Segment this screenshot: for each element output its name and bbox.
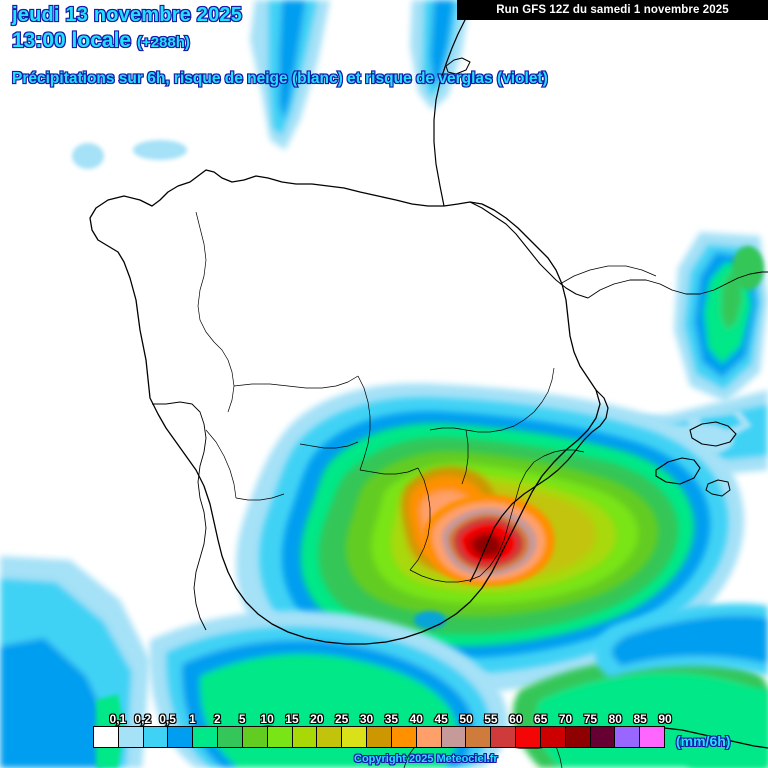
scale-tick-label: 40 <box>409 711 424 727</box>
scale-tick-label: 2 <box>213 711 222 727</box>
scale-tick-label: 45 <box>433 711 448 727</box>
scale-swatch <box>441 727 467 747</box>
scale-tick-label: 90 <box>657 711 672 727</box>
forecast-date-label: jeudi 13 novembre 2025 <box>11 3 243 27</box>
scale-swatch <box>317 727 343 747</box>
scale-tick-label: 35 <box>384 711 399 727</box>
scale-swatch <box>491 727 517 747</box>
scale-tick-label: 15 <box>284 711 299 727</box>
scale-swatch <box>292 727 318 747</box>
scale-tick-label: 25 <box>334 711 349 727</box>
scale-swatch <box>193 727 219 747</box>
scale-tick-label: 20 <box>309 711 324 727</box>
scale-swatch <box>565 727 591 747</box>
scale-swatch <box>391 727 417 747</box>
scale-swatch <box>466 727 492 747</box>
scale-tick-label: 0,1 <box>109 711 128 727</box>
scale-swatch <box>242 727 268 747</box>
scale-tick-label: 75 <box>583 711 598 727</box>
color-scale-bar <box>93 726 665 748</box>
scale-swatch <box>342 727 368 747</box>
scale-swatch <box>540 727 566 747</box>
scale-swatch <box>640 727 665 747</box>
color-scale-tick-labels: 0,1 0,2 0,5 1 2 5 10 15 20 25 30 35 40 45 50 55 60 65 70 75… <box>93 711 673 727</box>
scale-tick-label: 55 <box>483 711 498 727</box>
forecast-time-label: 13:00 locale (+288h) <box>11 28 191 53</box>
scale-swatch <box>267 727 293 747</box>
scale-swatch <box>118 727 144 747</box>
scale-unit-label: (mm/6h) <box>675 732 731 750</box>
scale-swatch <box>516 727 541 747</box>
scale-tick-label: 65 <box>533 711 548 727</box>
scale-swatch <box>143 727 169 747</box>
scale-tick-label: 0,2 <box>133 711 152 727</box>
scale-tick-label: 50 <box>458 711 473 727</box>
scale-swatch <box>168 727 194 747</box>
map-subtitle-label: Précipitations sur 6h, risque de neige (… <box>11 69 549 88</box>
scale-swatch <box>615 727 641 747</box>
copyright-label: Copyright 2025 Meteociel.fr <box>353 752 498 766</box>
scale-swatch <box>94 727 119 747</box>
scale-tick-label: 30 <box>359 711 374 727</box>
scale-tick-label: 85 <box>632 711 647 727</box>
scale-tick-label: 5 <box>238 711 247 727</box>
forecast-time-value: 13:00 locale <box>11 28 132 53</box>
scale-tick-label: 1 <box>188 711 197 727</box>
scale-tick-label: 70 <box>558 711 573 727</box>
color-scale-legend <box>93 726 665 748</box>
forecast-hour-value: (+288h) <box>136 33 191 52</box>
scale-swatch <box>416 727 442 747</box>
scale-tick-label: 80 <box>608 711 623 727</box>
scale-swatch <box>590 727 616 747</box>
scale-swatch <box>218 727 243 747</box>
scale-tick-label: 60 <box>508 711 523 727</box>
scale-swatch <box>367 727 392 747</box>
model-run-banner: Run GFS 12Z du samedi 1 novembre 2025 <box>457 0 768 20</box>
model-run-label: Run GFS 12Z du samedi 1 novembre 2025 <box>496 4 729 16</box>
scale-tick-label: 0,5 <box>158 711 177 727</box>
scale-tick-label: 10 <box>259 711 274 727</box>
